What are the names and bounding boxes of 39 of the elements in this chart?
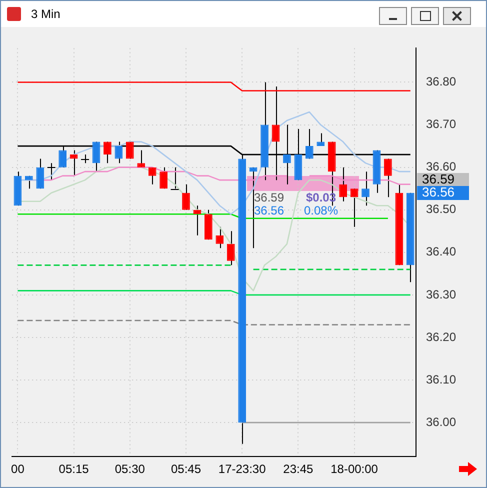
candlestick (148, 166, 156, 185)
candlestick (137, 150, 146, 168)
y-tick-label: 36.60 (426, 160, 456, 174)
x-tick-label: 23:45 (283, 462, 314, 476)
text: 36.56 (422, 184, 455, 200)
x-tick-label: 05:15 (58, 462, 90, 476)
x-tick-label: 18-00:00 (330, 462, 378, 476)
x-tick-label: 05:45 (170, 462, 202, 476)
candlestick (316, 132, 325, 147)
text: 36.59 (422, 172, 455, 187)
chart-title: 3 Min (31, 7, 60, 21)
y-tick-label: 36.80 (426, 74, 456, 89)
candlestick (46, 162, 56, 181)
y-tick-label: 36.10 (426, 372, 456, 386)
y-tick-label: 36.50 (426, 202, 456, 216)
annotation: 36.59 (254, 190, 284, 204)
y-tick-label: 36.30 (426, 287, 456, 302)
candlestick (226, 230, 235, 266)
y-tick-label: 36.20 (426, 330, 456, 344)
candlestick (384, 158, 392, 198)
candlestick (362, 171, 370, 206)
candlestick (24, 175, 33, 190)
annotation: 0.08% (304, 203, 338, 218)
y-tick-label: 36.70 (426, 117, 456, 132)
candlestick (216, 226, 224, 249)
x-tick-label: 05:30 (114, 462, 146, 476)
candlestick (350, 188, 358, 228)
candlestick (70, 150, 78, 176)
candlestick (160, 166, 168, 190)
y-tick-label: 36.00 (426, 414, 456, 429)
y-tick-label: 36.40 (426, 244, 456, 259)
annotation: 36.56 (254, 203, 284, 218)
x-tick-label: 17-23:30 (218, 462, 266, 476)
candlestick (36, 158, 44, 190)
candlestick (204, 209, 212, 240)
candlestick (182, 184, 190, 210)
candlestick (170, 166, 180, 190)
x-tick-label: 00 (11, 462, 25, 476)
candlestick (339, 166, 347, 202)
